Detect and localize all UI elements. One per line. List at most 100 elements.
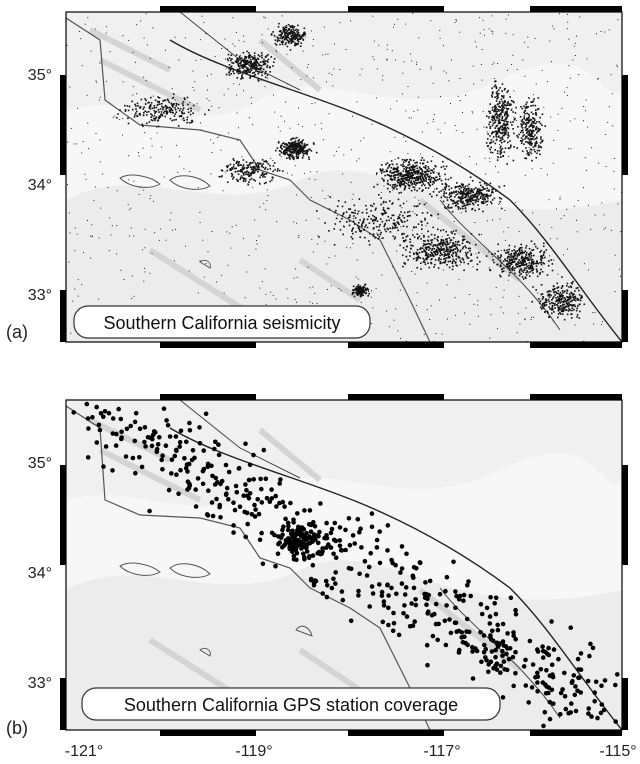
earthquake-marker [511, 261, 513, 264]
earthquake-marker [540, 259, 543, 262]
earthquake-marker [569, 295, 572, 297]
earthquake-marker [420, 262, 422, 264]
gps-station-marker [487, 614, 493, 619]
earthquake-marker [250, 60, 252, 63]
earthquake-marker [421, 131, 423, 133]
earthquake-marker [275, 149, 277, 152]
earthquake-marker [285, 152, 287, 154]
earthquake-marker [382, 75, 384, 77]
earthquake-marker [169, 219, 171, 221]
earthquake-marker [523, 121, 525, 124]
gps-station-marker [264, 495, 270, 501]
earthquake-marker [407, 215, 410, 217]
earthquake-marker [355, 231, 357, 233]
gps-station-marker [549, 687, 555, 693]
earthquake-marker [513, 258, 515, 260]
earthquake-marker [373, 59, 375, 61]
earthquake-marker [512, 266, 514, 268]
earthquake-marker [550, 116, 552, 118]
earthquake-marker [301, 37, 303, 39]
gps-station-marker [71, 410, 76, 415]
earthquake-marker [461, 205, 464, 208]
earthquake-marker [286, 149, 289, 152]
earthquake-marker [445, 72, 447, 74]
earthquake-marker [336, 150, 338, 152]
earthquake-marker [475, 200, 478, 202]
earthquake-marker [573, 293, 575, 295]
earthquake-marker [148, 121, 151, 123]
earthquake-marker [482, 196, 484, 199]
earthquake-marker [419, 176, 422, 179]
earthquake-marker [495, 109, 497, 111]
earthquake-marker [566, 296, 568, 298]
earthquake-marker [493, 197, 496, 200]
gps-station-marker [261, 447, 267, 453]
earthquake-marker [534, 113, 537, 115]
earthquake-marker [231, 58, 233, 60]
earthquake-marker [463, 196, 466, 199]
earthquake-marker [425, 180, 427, 182]
earthquake-marker [218, 175, 221, 178]
earthquake-marker [161, 102, 163, 105]
earthquake-marker [190, 107, 192, 110]
earthquake-marker [486, 204, 488, 206]
gps-station-marker [251, 452, 256, 458]
earthquake-marker [488, 110, 490, 113]
earthquake-marker [425, 252, 428, 254]
earthquake-marker [520, 257, 523, 260]
earthquake-marker [472, 266, 474, 268]
earthquake-marker [302, 155, 305, 157]
earthquake-marker [403, 262, 405, 264]
earthquake-marker [496, 132, 499, 134]
earthquake-marker [530, 255, 533, 257]
earthquake-marker [508, 262, 510, 265]
earthquake-marker [261, 172, 264, 174]
earthquake-marker [304, 31, 306, 34]
earthquake-marker [200, 39, 202, 41]
gps-station-marker [510, 654, 516, 660]
earthquake-marker [239, 54, 241, 56]
earthquake-marker [450, 195, 452, 198]
earthquake-marker [368, 291, 369, 293]
earthquake-marker [288, 38, 291, 40]
earthquake-marker [365, 292, 368, 294]
gps-station-marker [255, 497, 260, 502]
earthquake-marker [440, 238, 443, 241]
earthquake-marker [579, 310, 581, 313]
gps-station-marker [413, 597, 418, 602]
earthquake-marker [531, 135, 533, 137]
earthquake-marker [557, 286, 560, 289]
earthquake-marker [309, 301, 311, 303]
earthquake-marker [99, 96, 101, 98]
earthquake-marker [479, 181, 481, 184]
earthquake-marker [442, 239, 444, 241]
earthquake-marker [322, 190, 324, 192]
earthquake-marker [455, 264, 458, 266]
earthquake-marker [289, 154, 292, 157]
earthquake-marker [185, 245, 186, 247]
earthquake-marker [515, 264, 517, 266]
earthquake-marker [267, 195, 269, 196]
earthquake-marker [539, 262, 541, 264]
earthquake-marker [392, 222, 395, 225]
earthquake-marker [563, 318, 566, 321]
y-tick-label: 33° [28, 287, 52, 304]
earthquake-marker [509, 146, 512, 148]
earthquake-marker [201, 129, 202, 131]
earthquake-marker [505, 118, 508, 120]
earthquake-marker [260, 165, 263, 168]
earthquake-marker [496, 95, 498, 98]
earthquake-marker [151, 114, 153, 117]
earthquake-marker [400, 164, 402, 166]
gps-station-marker [288, 500, 293, 506]
earthquake-marker [241, 65, 244, 68]
earthquake-marker [577, 305, 579, 307]
earthquake-marker [192, 70, 194, 72]
earthquake-marker [445, 165, 448, 168]
gps-station-marker [187, 420, 192, 426]
earthquake-marker [501, 141, 503, 144]
earthquake-marker [489, 121, 492, 123]
earthquake-marker [504, 259, 507, 262]
earthquake-marker [372, 15, 374, 17]
earthquake-marker [289, 151, 291, 153]
